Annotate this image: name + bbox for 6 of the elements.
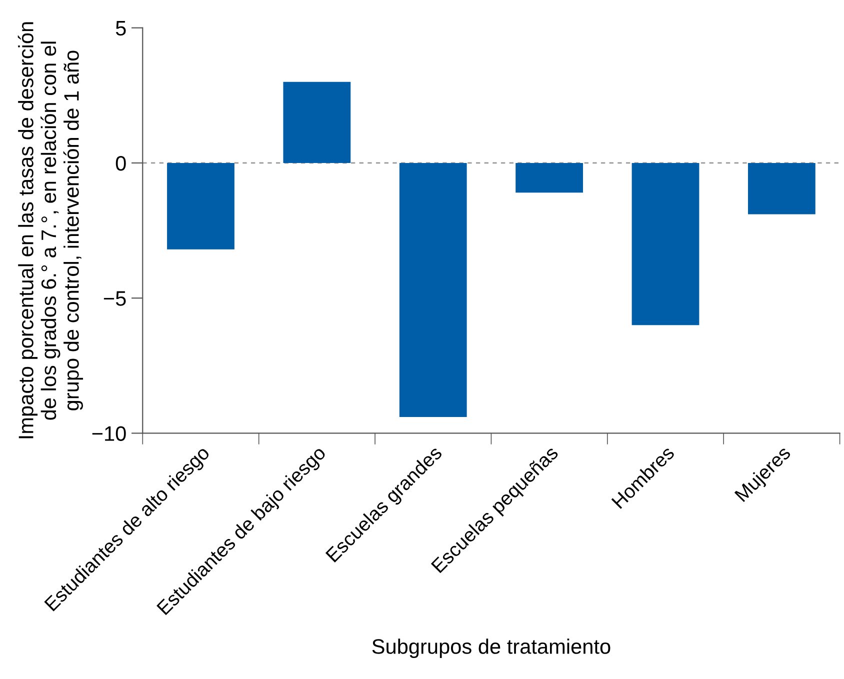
y-tick-label: 5 bbox=[116, 21, 126, 36]
y-tick-label: −5 bbox=[104, 291, 126, 306]
y-tick-label: 0 bbox=[116, 156, 126, 171]
y-axis-title: Impacto porcentual en las tasas de deserción de los grados 6.° a 7.°, en relación con el grupo de control, intervención de 1 año bbox=[18, 22, 83, 438]
x-axis-title: Subgrupos de tratamiento bbox=[372, 638, 610, 658]
y-tick-label: −10 bbox=[92, 426, 126, 441]
